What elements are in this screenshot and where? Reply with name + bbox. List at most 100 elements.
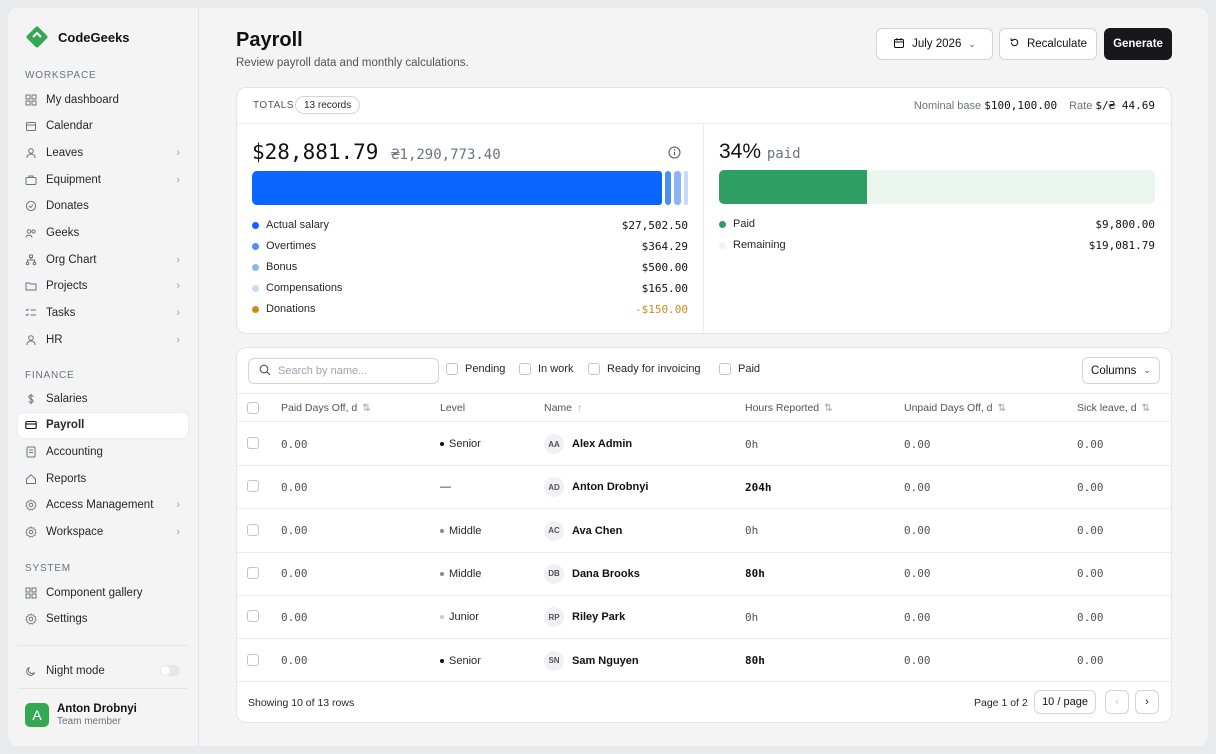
chevron-left-icon: ‹: [1115, 696, 1119, 708]
sort-icon[interactable]: ⇅: [362, 402, 371, 414]
row-checkbox[interactable]: [247, 480, 259, 493]
generate-button[interactable]: Generate: [1104, 28, 1172, 60]
breakdown-value: $500.00: [641, 260, 688, 274]
prev-page-button[interactable]: ‹: [1105, 690, 1129, 714]
filter-paid[interactable]: Paid: [719, 363, 760, 375]
columns-button[interactable]: Columns ⌄: [1082, 357, 1160, 384]
employee-name: Alex Admin: [572, 438, 633, 450]
row-checkbox[interactable]: [247, 566, 259, 579]
breakdown-row: Compensations $165.00: [252, 280, 688, 296]
month-picker-button[interactable]: July 2026 ⌄: [876, 28, 993, 60]
payroll-table-card: Search by name... Columns ⌄ Showing 10 o…: [236, 347, 1172, 723]
sidebar-item-org-chart[interactable]: Org Chart ›: [18, 247, 188, 272]
filter-checkbox[interactable]: [719, 363, 731, 375]
sidebar-item-workspace[interactable]: Workspace ›: [18, 520, 188, 545]
employee-name: Dana Brooks: [572, 567, 640, 580]
sidebar-item-access-management[interactable]: Access Management ›: [18, 493, 188, 518]
page-subtitle: Review payroll data and monthly calculat…: [236, 57, 469, 69]
sidebar-item-reports[interactable]: Reports: [18, 466, 188, 491]
divider: [237, 681, 1171, 682]
sidebar-item-calendar[interactable]: Calendar: [18, 114, 188, 139]
sidebar-item-salaries[interactable]: Salaries: [18, 386, 188, 411]
sick-leave-cell: 0.00: [1077, 437, 1104, 451]
sort-icon[interactable]: ⇅: [1141, 402, 1150, 414]
breakdown-value: $165.00: [641, 281, 688, 295]
table-row[interactable]: 0.00 — AD Anton Drobnyi 204h 0.00 0.00: [237, 465, 1171, 508]
filter-checkbox[interactable]: [588, 363, 600, 375]
legend-dot: [719, 220, 726, 228]
paid-days-off-cell: 0.00: [281, 437, 308, 451]
total-amount: $28,881.79 ₴1,290,773.40: [252, 140, 501, 164]
search-input[interactable]: Search by name...: [248, 358, 439, 384]
column-header-level[interactable]: Level: [440, 402, 465, 414]
refresh-icon: [1009, 37, 1020, 51]
sidebar-item-label: Calendar: [46, 120, 93, 133]
info-icon[interactable]: [668, 146, 681, 162]
sidebar-item-tasks[interactable]: Tasks ›: [18, 301, 188, 326]
sidebar-item-accounting[interactable]: Accounting: [18, 439, 188, 464]
filter-in-work[interactable]: In work: [519, 363, 573, 375]
row-checkbox[interactable]: [247, 523, 259, 536]
sidebar-item-settings[interactable]: Settings: [18, 607, 188, 632]
folder-icon: [25, 280, 37, 292]
column-header-unpaid-days-off-d[interactable]: Unpaid Days Off, d ⇅: [904, 402, 1006, 414]
sidebar-item-equipment[interactable]: Equipment ›: [18, 167, 188, 192]
column-header-paid-days-off-d[interactable]: Paid Days Off, d ⇅: [281, 402, 371, 414]
user-initials-avatar: AC: [544, 520, 564, 541]
bar-segment-actual-salary: [252, 171, 663, 205]
rate-value: $/₴ 44.69: [1095, 99, 1155, 112]
sort-icon[interactable]: ↑: [577, 402, 583, 414]
legend-dot: [252, 263, 259, 271]
legend-dot: [252, 284, 259, 292]
per-page-select[interactable]: 10 / page: [1034, 690, 1096, 714]
recalculate-button[interactable]: Recalculate: [999, 28, 1097, 60]
table-row[interactable]: 0.00 Middle DB Dana Brooks 80h 0.00 0.00: [237, 552, 1171, 595]
sick-leave-cell: 0.00: [1077, 567, 1104, 581]
sidebar-item-my-dashboard[interactable]: My dashboard: [18, 87, 188, 112]
sidebar-item-leaves[interactable]: Leaves ›: [18, 140, 188, 165]
grid-icon: [25, 587, 37, 599]
user-name: Anton Drobnyi: [57, 703, 137, 715]
level-text: Middle: [449, 567, 482, 580]
table-row[interactable]: 0.00 Senior SN Sam Nguyen 80h 0.00 0.00: [237, 639, 1171, 682]
next-page-button[interactable]: ›: [1135, 690, 1159, 714]
sidebar-item-hr[interactable]: HR ›: [18, 327, 188, 352]
search-icon: [259, 364, 271, 379]
rate-label: Rate: [1069, 100, 1093, 112]
column-header-hours-reported[interactable]: Hours Reported ⇅: [745, 402, 833, 414]
sidebar-item-label: Org Chart: [46, 253, 97, 266]
rate-info: Nominal base $100,100.00 Rate $/₴ 44.69: [914, 99, 1155, 112]
sick-leave-cell: 0.00: [1077, 654, 1104, 667]
page-title: Payroll: [236, 29, 303, 51]
select-all-checkbox[interactable]: [247, 402, 259, 414]
sidebar-item-donates[interactable]: Donates: [18, 194, 188, 219]
table-row[interactable]: 0.00 Middle AC Ava Chen 0h 0.00 0.00: [237, 509, 1171, 552]
night-mode-toggle[interactable]: [160, 665, 180, 676]
level-cell: —: [440, 479, 451, 495]
row-checkbox[interactable]: [247, 610, 259, 623]
row-checkbox[interactable]: [247, 437, 259, 449]
sort-icon[interactable]: ⇅: [997, 402, 1006, 414]
table-row[interactable]: 0.00 Senior AA Alex Admin 0h 0.00 0.00: [237, 422, 1171, 465]
sort-icon[interactable]: ⇅: [824, 402, 833, 414]
filter-pending[interactable]: Pending: [446, 363, 505, 375]
table-row[interactable]: 0.00 Junior RP Riley Park 0h 0.00 0.00: [237, 595, 1171, 638]
night-mode-row[interactable]: Night mode: [18, 658, 188, 683]
filter-checkbox[interactable]: [446, 363, 458, 375]
filter-checkbox[interactable]: [519, 363, 531, 375]
bar-segment-bonus: [673, 171, 681, 205]
row-checkbox[interactable]: [247, 653, 259, 666]
sidebar-item-payroll[interactable]: Payroll: [18, 412, 188, 438]
column-header-sick-leave-d[interactable]: Sick leave, d ⇅: [1077, 402, 1150, 414]
brand[interactable]: CodeGeeks: [25, 25, 130, 49]
sidebar-item-geeks[interactable]: Geeks: [18, 221, 188, 246]
paid-row-value: $19,081.79: [1088, 238, 1155, 252]
user-profile[interactable]: A Anton Drobnyi Team member: [25, 703, 137, 727]
paid-word: paid: [766, 146, 801, 162]
filter-ready-for-invoicing[interactable]: Ready for invoicing: [588, 363, 701, 375]
sidebar-item-component-gallery[interactable]: Component gallery: [18, 580, 188, 605]
employee-name: Sam Nguyen: [572, 654, 639, 667]
name-cell: RP Riley Park: [544, 607, 625, 628]
sidebar-item-projects[interactable]: Projects ›: [18, 274, 188, 299]
column-header-name[interactable]: Name ↑: [544, 402, 582, 414]
